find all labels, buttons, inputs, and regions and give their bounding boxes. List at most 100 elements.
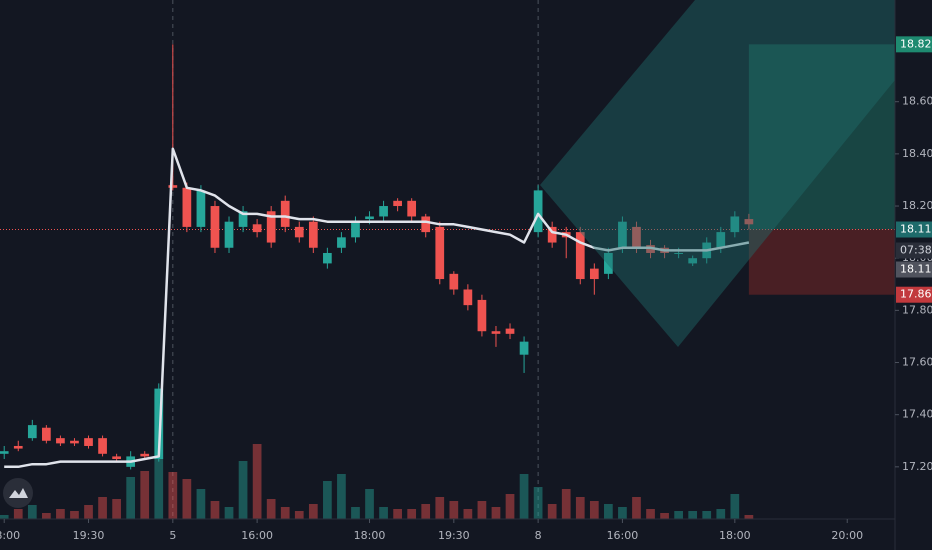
loss-zone [748, 229, 895, 295]
candle-body [294, 226, 304, 238]
candle-body [238, 211, 248, 227]
candle-body [13, 445, 23, 449]
y-tick-label: 17.80 [902, 303, 932, 316]
volume-bar [435, 497, 445, 519]
volume-bar [407, 509, 417, 519]
pattern-drawing [540, 0, 895, 347]
volume-bar [0, 515, 9, 519]
volume-bar [674, 511, 683, 519]
volume-bar [42, 513, 51, 519]
volume-bar [84, 505, 93, 519]
axes: 17.2017.4017.6017.8018.0018.2018.4018.60… [0, 36, 932, 542]
candle-body [589, 268, 599, 280]
candle-body [393, 200, 402, 207]
stop-label-box [896, 286, 932, 303]
y-tick-label: 18.40 [902, 147, 932, 160]
candle-body [519, 341, 529, 355]
volume-bar [294, 511, 304, 519]
candle-body [688, 258, 698, 264]
candle-body [154, 388, 164, 460]
candle-body [27, 425, 37, 439]
candle-body [168, 185, 178, 188]
x-tick-label: 8 [535, 529, 542, 542]
volume-bar [323, 481, 332, 519]
x-tick-label: 18:00 [354, 529, 386, 542]
volume-bar [393, 509, 402, 519]
moving-average-line [4, 147, 750, 469]
candle-body [56, 438, 65, 444]
logo [3, 478, 33, 508]
candle-body [575, 232, 585, 280]
x-tick-label: 5 [169, 529, 176, 542]
volume-bar [463, 509, 473, 519]
entry-label: 18.11 [900, 223, 932, 236]
volume-bar [421, 504, 431, 519]
volume-bar [126, 477, 136, 519]
candle-body [477, 299, 487, 332]
candle-body [618, 221, 627, 248]
candle-body [323, 252, 332, 264]
volume-bar [533, 487, 543, 519]
volume-bar [308, 504, 318, 519]
volume-bar [182, 479, 192, 519]
candle-body [421, 216, 431, 233]
stop-label: 17.86 [900, 288, 932, 301]
candle-body [716, 232, 726, 248]
last-price-label: 18.11 [900, 263, 932, 276]
last-price-label-box [896, 261, 932, 278]
volume-bar [27, 505, 37, 519]
volume-bar [196, 489, 206, 519]
volume-bar [210, 501, 220, 519]
candle-body [505, 328, 515, 334]
volume-bar [238, 461, 248, 519]
candle-body [252, 224, 262, 233]
volume-bar [688, 511, 698, 519]
volume-bar [646, 509, 655, 519]
candle-body [351, 221, 360, 238]
candle-body [42, 427, 51, 441]
volume-bar [98, 497, 107, 519]
candle-body [196, 190, 206, 227]
volume-bar [547, 504, 557, 519]
x-tick-label: 18:00 [719, 529, 751, 542]
y-tick-label: 17.60 [902, 356, 932, 369]
volume-bar [491, 507, 501, 519]
candle-body [210, 206, 220, 248]
candle-body [491, 331, 501, 334]
volume-bar [70, 511, 79, 519]
candle-body [730, 216, 740, 233]
plot [0, 0, 895, 519]
candle-body [280, 200, 290, 227]
candle-body [379, 206, 388, 217]
entry-label-box [896, 221, 932, 238]
x-tick-label: 16:00 [241, 529, 273, 542]
candle-body [337, 237, 346, 248]
volume-bar [351, 507, 360, 519]
volume-bar [266, 499, 276, 519]
x-tick-label: 19:30 [438, 529, 470, 542]
volume-bar [168, 472, 178, 519]
candle-body [70, 440, 79, 444]
volume-bar [618, 507, 627, 519]
volume-bar [13, 509, 23, 519]
candle-body [84, 438, 93, 446]
x-tick-label: 20:00 [831, 529, 863, 542]
y-tick-label: 18.60 [902, 95, 932, 108]
candle-body [449, 273, 459, 290]
volume-bar [519, 474, 529, 519]
x-tick-label: 18:00 [0, 529, 20, 542]
volume-bar [56, 509, 65, 519]
volume-bar [112, 499, 121, 519]
candle-body [463, 289, 473, 306]
candle-body [533, 190, 543, 233]
candle-body [112, 456, 121, 460]
volume-bar [716, 509, 726, 519]
candle-body [266, 211, 276, 243]
volume-bar [702, 511, 712, 519]
x-tick-label: 16:00 [607, 529, 639, 542]
candle-body [224, 221, 234, 248]
volume-bar [589, 501, 599, 519]
candle-body [98, 438, 107, 454]
countdown-label-box [896, 242, 932, 259]
